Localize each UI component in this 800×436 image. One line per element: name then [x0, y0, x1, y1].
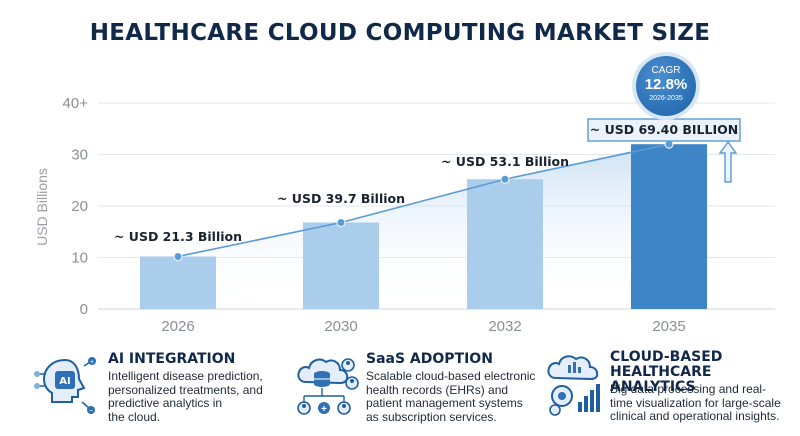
y-tick-label: 30 [71, 147, 88, 164]
data-point [336, 217, 346, 227]
data-point [500, 174, 510, 184]
y-axis-label: USD Billions [34, 168, 50, 246]
svg-text:−: − [89, 408, 93, 415]
cagr-label: CAGR [651, 65, 681, 76]
x-tick-label: 2032 [488, 318, 521, 335]
x-tick-label: 2030 [324, 318, 357, 335]
y-tick-label: 20 [71, 198, 88, 215]
feature-title: CLOUD-BASED HEALTHCARE ANALYTICS [610, 349, 723, 395]
bar [140, 256, 216, 309]
data-label: ~ USD 39.7 Billion [277, 191, 405, 206]
data-point [173, 251, 183, 261]
feature-description: Intelligent disease prediction, personal… [108, 369, 263, 424]
up-arrow-icon [718, 140, 738, 183]
chart-title: HEALTHCARE CLOUD COMPUTING MARKET SIZE [89, 20, 711, 46]
bar [467, 179, 543, 309]
y-tick-label: 40+ [63, 95, 89, 112]
data-label: ~ USD 21.3 Billion [114, 229, 242, 244]
data-label: ~ USD 69.40 BILLION [590, 122, 738, 137]
bar [303, 222, 379, 309]
y-tick-label: 0 [80, 301, 88, 318]
trend-line [177, 143, 670, 258]
y-tick-label: 10 [71, 250, 88, 267]
data-label: ~ USD 53.1 Billion [441, 154, 569, 169]
svg-text:+: + [90, 359, 94, 366]
cloud-database-icon: + [297, 358, 359, 415]
x-tick-label: 2026 [161, 318, 194, 335]
bar-chart: ~ USD 21.3 Billion ~ USD 39.7 Billion ~ US… [34, 95, 775, 335]
data-label-box [587, 118, 741, 142]
feature-title: AI INTEGRATION [108, 351, 236, 367]
trend-area [178, 144, 669, 309]
feature-title: SaaS ADOPTION [366, 351, 493, 367]
cloud-analytics-icon [547, 355, 600, 416]
cagr-period: 2026-2035 [649, 95, 683, 102]
cagr-badge: CAGR 12.8% 2026-2035 [636, 56, 696, 116]
bar [631, 144, 707, 309]
ai-brain-icon: AI + − [34, 357, 96, 415]
x-tick-label: 2035 [652, 318, 685, 335]
feature-description: Big data processing and real- time visua… [610, 382, 781, 423]
svg-text:+: + [321, 404, 327, 415]
feature-description: Scalable cloud-based electronic health r… [366, 369, 536, 424]
svg-text:AI: AI [59, 376, 70, 387]
cagr-value: 12.8% [644, 76, 688, 93]
